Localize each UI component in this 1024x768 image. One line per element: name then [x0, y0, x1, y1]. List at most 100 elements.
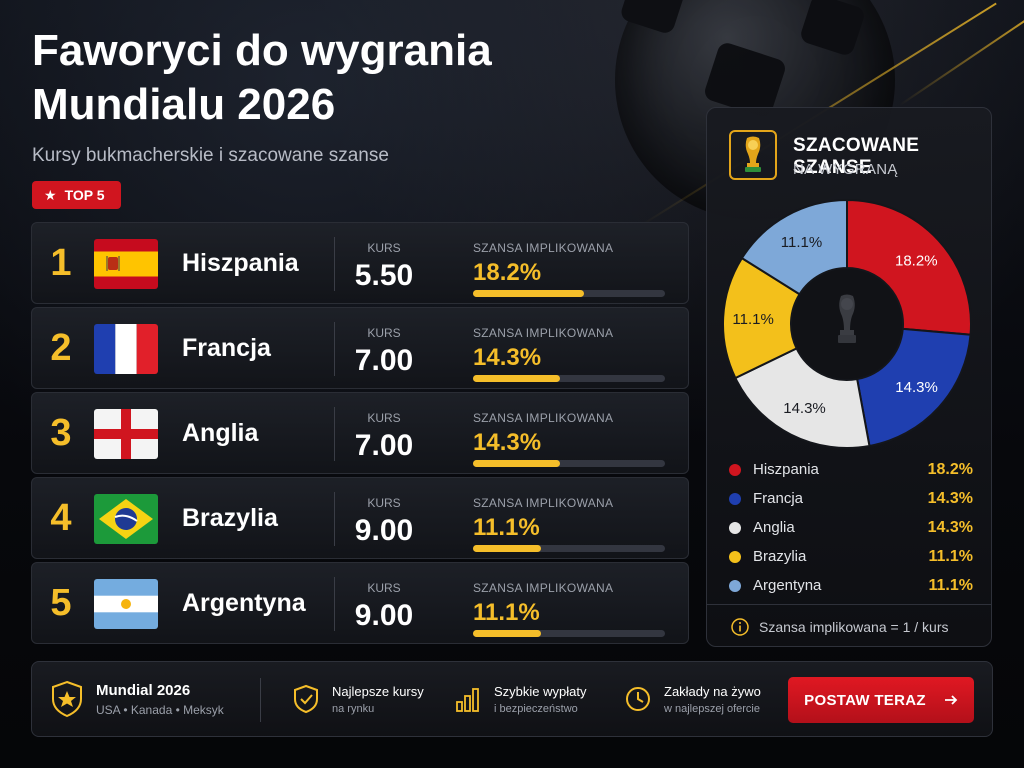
divider	[334, 492, 335, 546]
legend-dot	[729, 492, 741, 505]
chance-progress-fill	[473, 630, 541, 637]
divider	[334, 237, 335, 291]
odds-label: KURS	[367, 496, 401, 510]
rank-number: 1	[50, 241, 72, 284]
legend-name: Hiszpania	[753, 461, 819, 478]
divider	[334, 407, 335, 461]
page-title: Faworyci do wygrania Mundialu 2026	[32, 26, 492, 129]
info-icon	[731, 618, 749, 636]
top5-badge: ★ TOP 5	[32, 181, 121, 209]
chance-progress-bar	[473, 290, 665, 297]
favorite-row-argentina[interactable]: 5 Argentyna KURS 9.00 SZANSA IMPLIKOWANA…	[31, 562, 689, 644]
legend-item-argentyna: Argentyna 11.1%	[729, 571, 973, 600]
legend-name: Francja	[753, 490, 804, 507]
feature-title: Szybkie wypłaty	[494, 683, 587, 699]
odds-value: 9.00	[354, 514, 414, 547]
donut-slice-hiszpania	[846, 198, 972, 336]
donut-slice-label: 14.3%	[895, 379, 938, 396]
brazil-flag-icon	[94, 494, 158, 544]
chance-progress-fill	[473, 545, 541, 552]
feature-subtitle: na rynku	[332, 702, 375, 715]
chance-value: 14.3%	[473, 429, 542, 456]
chance-value: 11.1%	[473, 514, 540, 541]
rank-number: 4	[50, 496, 72, 539]
odds-label: KURS	[367, 241, 401, 255]
donut-slice-label: 11.1%	[781, 234, 822, 251]
bar-chart-icon	[456, 688, 479, 712]
footer-bar: Mundial 2026 USA • Kanada • Meksyk Najle…	[31, 661, 993, 737]
france-flag-icon	[94, 324, 158, 374]
legend-dot	[729, 463, 741, 476]
event-subtitle: USA • Kanada • Meksyk	[96, 702, 224, 717]
chance-progress-fill	[473, 460, 561, 467]
feature-live-bets: Zakłady na żywo w najlepszej ofercie	[624, 662, 761, 736]
donut-slice-francja	[855, 327, 972, 448]
team-name: Anglia	[182, 418, 259, 447]
chance-label: SZANSA IMPLIKOWANA	[473, 411, 614, 425]
panel-title: SZACOWANE SZANSE	[793, 135, 920, 178]
donut-slice-anglia	[734, 347, 871, 449]
legend-item-anglia: Anglia 14.3%	[729, 513, 973, 542]
odds-label: KURS	[367, 411, 401, 425]
feature-title: Zakłady na żywo	[664, 683, 761, 699]
legend-value: 11.1%	[928, 576, 973, 594]
argentina-flag-icon	[94, 579, 158, 629]
feature-subtitle: w najlepszej ofercie	[664, 702, 760, 715]
favorite-row-brazil[interactable]: 4 Brazylia KURS 9.00 SZANSA IMPLIKOWANA …	[31, 477, 689, 559]
chance-progress-bar	[473, 460, 665, 467]
place-bet-button[interactable]: POSTAW TERAZ	[788, 677, 974, 723]
divider	[334, 577, 335, 631]
chance-label: SZANSA IMPLIKOWANA	[473, 581, 614, 595]
team-name: Brazylia	[182, 503, 278, 532]
page-subtitle: Kursy bukmacherskie i szacowane szanse	[32, 145, 389, 166]
panel-subtitle: NA WYGRANĄ	[793, 161, 898, 178]
chance-label: SZANSA IMPLIKOWANA	[473, 241, 614, 255]
england-flag-icon	[94, 409, 158, 459]
odds-value: 7.00	[354, 344, 414, 377]
chance-value: 14.3%	[473, 344, 542, 371]
chart-legend: Hiszpania 18.2% Francja 14.3% Anglia 14.3% Bra…	[729, 455, 973, 600]
star-shield-icon	[52, 680, 82, 718]
favorites-list: 1 Hiszpania KURS 5.50 SZANSA IMPLIKOWANA…	[31, 222, 689, 647]
legend-dot	[729, 579, 741, 592]
chance-label: SZANSA IMPLIKOWANA	[473, 496, 614, 510]
shield-check-icon	[294, 684, 318, 714]
legend-item-brazylia: Brazylia 11.1%	[729, 542, 973, 571]
odds-value: 9.00	[354, 599, 414, 632]
legend-dot	[729, 521, 741, 534]
event-title: Mundial 2026	[96, 681, 191, 699]
donut-slice-argentyna	[740, 198, 848, 296]
chance-value: 11.1%	[473, 599, 540, 626]
legend-value: 14.3%	[927, 518, 973, 536]
legend-value: 14.3%	[927, 489, 973, 507]
legend-name: Anglia	[753, 519, 795, 536]
odds-value: 5.50	[354, 259, 414, 292]
legend-value: 18.2%	[927, 460, 973, 478]
chances-donut-chart: 18.2% 14.3% 14.3% 11.1% 11.1%	[722, 198, 972, 449]
feature-title: Najlepsze kursy	[332, 683, 424, 699]
favorite-row-france[interactable]: 2 Francja KURS 7.00 SZANSA IMPLIKOWANA 1…	[31, 307, 689, 389]
chance-progress-bar	[473, 375, 665, 382]
star-icon: ★	[44, 186, 57, 203]
chance-progress-fill	[473, 290, 585, 297]
chance-progress-fill	[473, 375, 561, 382]
arrow-right-icon	[944, 695, 958, 705]
feature-best-odds: Najlepsze kursy na rynku	[292, 662, 424, 736]
team-name: Francja	[182, 333, 271, 362]
team-name: Hiszpania	[182, 248, 299, 277]
legend-name: Brazylia	[753, 548, 807, 565]
divider	[334, 322, 335, 376]
legend-item-francja: Francja 14.3%	[729, 484, 973, 513]
donut-slice-label: 14.3%	[783, 400, 826, 417]
chances-panel: SZACOWANE SZANSE NA WYGRANĄ 18.2% 14.3% 14…	[706, 107, 992, 647]
chance-progress-bar	[473, 545, 665, 552]
donut-slice-label: 11.1%	[732, 311, 773, 328]
odds-label: KURS	[367, 326, 401, 340]
favorite-row-england[interactable]: 3 Anglia KURS 7.00 SZANSA IMPLIKOWANA 14…	[31, 392, 689, 474]
divider	[707, 604, 991, 605]
feature-fast-payouts: Szybkie wypłaty i bezpieczeństwo	[454, 662, 586, 736]
favorite-row-spain[interactable]: 1 Hiszpania KURS 5.50 SZANSA IMPLIKOWANA…	[31, 222, 689, 304]
badge-label: TOP 5	[64, 187, 105, 203]
clock-icon	[626, 687, 650, 711]
trophy-icon	[729, 130, 777, 180]
